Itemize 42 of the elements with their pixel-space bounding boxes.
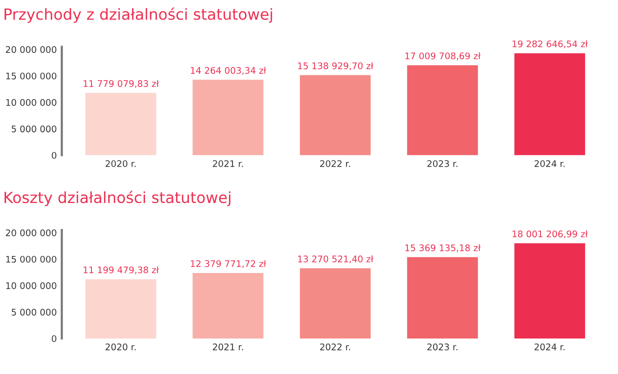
x-tick-label: 2020 r.	[106, 343, 136, 350]
y-tick-label: 5 000 000	[12, 308, 56, 316]
bar	[407, 65, 478, 156]
x-tick-label: 2022 r.	[320, 343, 350, 350]
chart-title: Przychody z działalności statutowej	[4, 7, 272, 23]
data-label: 11 779 079,83 zł	[84, 80, 159, 88]
y-tick-label: 5 000 000	[12, 125, 56, 132]
data-label: 19 282 646,54 zł	[512, 40, 588, 48]
y-tick-label: 10 000 000	[6, 99, 56, 106]
y-tick-label: 20 000 000	[6, 46, 56, 53]
data-label: 15 369 135,18 zł	[405, 244, 481, 252]
data-label: 17 009 708,69 zł	[405, 52, 481, 60]
data-label: 18 001 206,99 zł	[512, 230, 588, 238]
y-tick-label: 15 000 000	[6, 72, 56, 80]
bar	[514, 53, 586, 156]
chart-title: Koszty działalności statutowej	[4, 190, 230, 206]
x-tick-label: 2023 r.	[427, 343, 458, 350]
bar	[514, 243, 586, 338]
y-tick-label: 10 000 000	[6, 282, 56, 290]
data-label: 13 270 521,40 zł	[298, 255, 374, 264]
x-tick-label: 2024 r.	[534, 160, 565, 168]
x-tick-label: 2021 r.	[212, 160, 243, 168]
y-tick-label: 15 000 000	[6, 256, 56, 263]
bar	[300, 268, 371, 338]
x-tick-label: 2023 r.	[427, 160, 458, 168]
data-label: 15 138 929,70 zł	[298, 62, 374, 70]
data-label: 12 379 771,72 zł	[190, 260, 266, 268]
y-tick-label: 20 000 000	[6, 229, 56, 236]
x-tick-label: 2022 r.	[320, 160, 350, 168]
x-tick-label: 2020 r.	[106, 160, 136, 168]
x-tick-label: 2021 r.	[212, 343, 243, 350]
bar	[85, 279, 156, 338]
bar	[407, 257, 478, 338]
bar	[192, 272, 264, 338]
y-tick-label: 0	[52, 335, 56, 342]
y-tick-label: 0	[52, 152, 56, 159]
data-label: 14 264 003,34 zł	[190, 66, 266, 75]
bar	[85, 92, 156, 156]
bar	[192, 80, 264, 156]
data-label: 11 199 479,38 zł	[84, 266, 159, 274]
x-tick-label: 2024 r.	[534, 343, 565, 350]
bar	[300, 75, 371, 156]
